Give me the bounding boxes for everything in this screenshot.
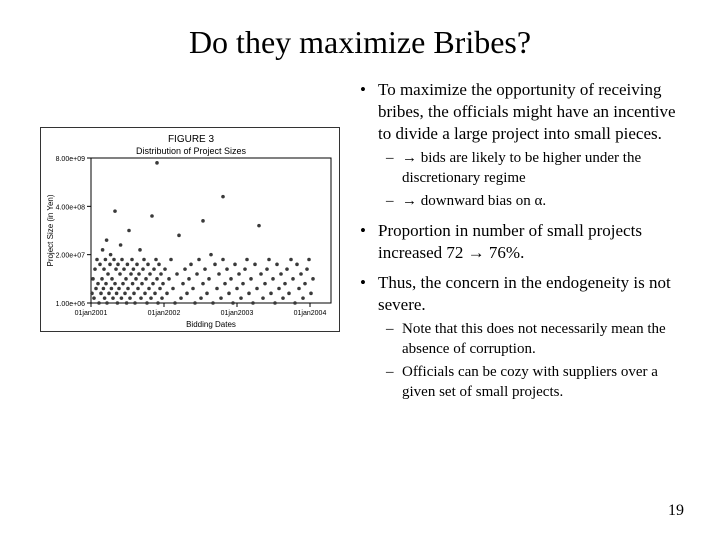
svg-text:FIGURE 3: FIGURE 3 — [168, 134, 215, 145]
bullet-3: Thus, the concern in the endogeneity is … — [356, 272, 680, 402]
svg-text:2.00e+07: 2.00e+07 — [56, 253, 85, 260]
bullet-1: To maximize the opportunity of receiving… — [356, 79, 680, 212]
svg-text:01jan2003: 01jan2003 — [221, 310, 254, 317]
svg-text:Project Size (in Yen): Project Size (in Yen) — [46, 194, 55, 266]
sub-bullet-1b: → downward bias on α. — [378, 192, 680, 212]
svg-text:Distribution of Project Sizes: Distribution of Project Sizes — [136, 146, 247, 156]
page-number: 19 — [668, 502, 684, 520]
bullet-text: To maximize the opportunity of receiving… — [378, 80, 676, 143]
svg-text:8.00e+09: 8.00e+09 — [56, 156, 85, 163]
svg-text:4.00e+08: 4.00e+08 — [56, 204, 85, 211]
svg-text:Bidding Dates: Bidding Dates — [186, 320, 236, 329]
sub-bullet-3b: Officials can be cozy with suppliers ove… — [378, 363, 680, 402]
content-row: FIGURE 3Distribution of Project Sizes 01j… — [40, 79, 680, 410]
svg-text:01jan2002: 01jan2002 — [148, 310, 181, 317]
figure-scatter: FIGURE 3Distribution of Project Sizes 01j… — [40, 127, 340, 332]
bullet-text: Thus, the concern in the endogeneity is … — [378, 273, 671, 314]
bullet-2: Proportion in number of small projects i… — [356, 220, 680, 264]
sub-bullet-1a: → bids are likely to be higher under the… — [378, 149, 680, 188]
slide: Do they maximize Bribes? FIGURE 3Distrib… — [0, 0, 720, 540]
slide-title: Do they maximize Bribes? — [40, 24, 680, 61]
sub-bullet-3a: Note that this does not necessarily mean… — [378, 320, 680, 359]
svg-text:01jan2001: 01jan2001 — [75, 310, 108, 317]
right-column: To maximize the opportunity of receiving… — [356, 79, 680, 410]
left-column: FIGURE 3Distribution of Project Sizes 01j… — [40, 79, 340, 410]
svg-text:01jan2004: 01jan2004 — [294, 310, 327, 317]
svg-text:1.00e+06: 1.00e+06 — [56, 301, 85, 308]
